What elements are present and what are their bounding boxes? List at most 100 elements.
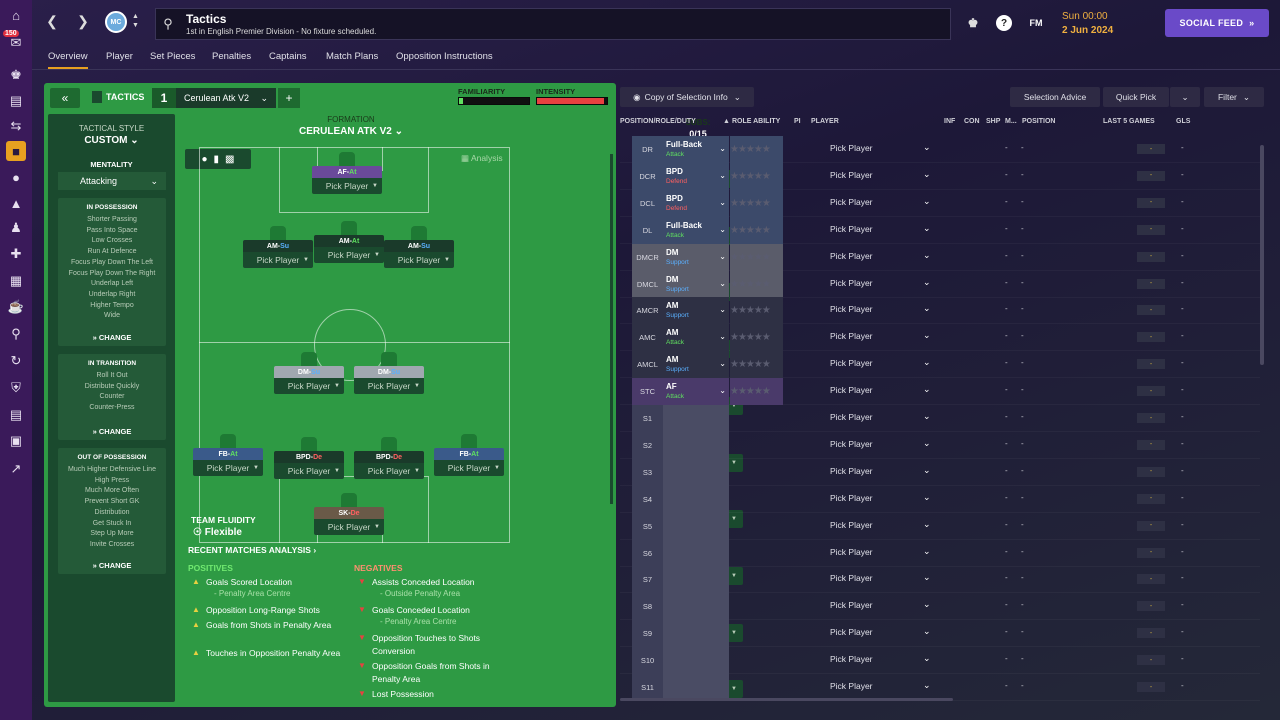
- table-row[interactable]: S10 Pick Player ⌄ - - - -: [620, 647, 1260, 675]
- player-shirt-icon[interactable]: [270, 226, 286, 242]
- formation-selector[interactable]: CERULEAN ATK V2 ⌄: [271, 126, 431, 137]
- pick-player-dropdown[interactable]: Pick Player: [830, 277, 873, 288]
- analysis-item[interactable]: Goals Conceded Location: [372, 605, 470, 615]
- slot-role[interactable]: FB - At: [434, 448, 504, 460]
- collapse-button[interactable]: «: [50, 88, 80, 108]
- tab-match-plans[interactable]: Match Plans: [326, 51, 379, 62]
- pick-player-dropdown[interactable]: Pick Player: [830, 412, 873, 422]
- chevron-down-icon[interactable]: ⌄: [923, 195, 931, 206]
- role-cell[interactable]: AM Attack ⌄: [663, 324, 729, 352]
- table-row[interactable]: S3 Pick Player ⌄ - - - -: [620, 458, 1260, 486]
- table-row[interactable]: DR Full-Back Attack ⌄ ★★★★★ Pick Player ⌄ - - - -: [620, 136, 1260, 163]
- tab-player[interactable]: Player: [106, 51, 133, 62]
- trend-icon[interactable]: ↗: [10, 461, 22, 476]
- role-cell[interactable]: AF Attack ⌄: [663, 378, 729, 406]
- col-last5[interactable]: LAST 5 GAMES: [1103, 118, 1155, 125]
- chevron-down-icon[interactable]: ⌄: [923, 330, 931, 341]
- formation-slot-fb[interactable]: FB - At Pick Player ▼: [193, 448, 263, 480]
- medical-icon[interactable]: ✚: [10, 246, 22, 261]
- trophy-icon[interactable]: ♚: [967, 16, 979, 30]
- pick-player-dropdown[interactable]: Pick Player: [830, 546, 873, 557]
- in-possession-change-button[interactable]: » CHANGE: [92, 333, 132, 342]
- tactics-icon[interactable]: ■: [6, 141, 26, 161]
- selection-advice-button[interactable]: Selection Advice: [1010, 87, 1100, 107]
- role-cell[interactable]: BPD Defend ⌄: [663, 162, 729, 190]
- role-cell[interactable]: DM Support ⌄: [663, 243, 729, 271]
- calendar-icon[interactable]: ▦: [9, 273, 23, 288]
- pick-player-dropdown[interactable]: Pick Player: [830, 250, 873, 261]
- club-info-icon[interactable]: ⛨: [11, 380, 21, 395]
- pick-player-dropdown[interactable]: Pick Player ▼: [434, 460, 504, 476]
- analysis-item[interactable]: Assists Conceded Location: [372, 577, 475, 587]
- chevron-down-icon[interactable]: ⌄: [923, 411, 931, 421]
- pick-player-dropdown[interactable]: Pick Player: [830, 681, 873, 691]
- chevron-down-icon[interactable]: ⌄: [923, 222, 931, 233]
- col-shp[interactable]: SHP: [986, 118, 1001, 125]
- table-row[interactable]: S5 Pick Player ⌄ - - - -: [620, 512, 1260, 540]
- add-tactic-button[interactable]: +: [278, 88, 300, 108]
- chevron-down-icon[interactable]: ⌄: [923, 303, 931, 314]
- pick-player-dropdown[interactable]: Pick Player ▼: [193, 460, 263, 476]
- analysis-item[interactable]: Touches in Opposition Penalty Area: [206, 648, 341, 658]
- tab-penalties[interactable]: Penalties: [212, 51, 252, 62]
- fm-menu[interactable]: FM: [1029, 18, 1043, 28]
- slot-role[interactable]: AM - Su: [243, 240, 313, 252]
- role-cell[interactable]: Full-Back Attack ⌄: [663, 136, 729, 163]
- pick-player-dropdown[interactable]: Pick Player ▼: [314, 519, 384, 535]
- copy-selection-info-button[interactable]: ◉ Copy of Selection Info ⌄: [620, 87, 754, 107]
- formation-slot-am[interactable]: AM - Su Pick Player ▼: [384, 240, 454, 272]
- data-hub-icon[interactable]: ▲: [9, 195, 23, 211]
- pick-player-dropdown[interactable]: Pick Player: [830, 438, 873, 449]
- table-scrollbar[interactable]: [1260, 145, 1264, 365]
- pick-player-dropdown[interactable]: Pick Player: [830, 331, 873, 342]
- table-hscrollbar[interactable]: [620, 698, 953, 701]
- chevron-down-icon[interactable]: ⌄: [923, 680, 931, 690]
- mentality-select[interactable]: Attacking ⌄: [58, 172, 166, 190]
- social-feed-button[interactable]: SOCIAL FEED »: [1165, 9, 1269, 37]
- analysis-item[interactable]: Opposition Long-Range Shots: [206, 605, 320, 615]
- slot-role[interactable]: DM - Su: [274, 366, 344, 378]
- chevron-down-icon[interactable]: ⌄: [923, 599, 931, 610]
- analysis-item[interactable]: Goals Scored Location: [206, 577, 292, 587]
- chevron-down-icon[interactable]: ⌄: [923, 384, 931, 395]
- table-row[interactable]: DMCR DM Support ⌄ ★★★★★ Pick Player ⌄ - - - -: [620, 243, 1260, 271]
- tab-opposition-instructions[interactable]: Opposition Instructions: [396, 51, 493, 62]
- clipboard-icon[interactable]: ▤: [9, 93, 23, 108]
- filter-button[interactable]: Filter ⌄: [1204, 87, 1264, 107]
- club-switch-icon[interactable]: ▲ ▼: [132, 13, 139, 29]
- club-badge-icon[interactable]: MC: [105, 11, 127, 33]
- role-cell[interactable]: Full-Back Attack ⌄: [663, 216, 729, 244]
- view-toggle[interactable]: ● ▮ ▩: [185, 149, 251, 169]
- col-pi[interactable]: PI: [794, 118, 801, 125]
- player-shirt-icon[interactable]: [301, 437, 317, 453]
- table-row[interactable]: AMC AM Attack ⌄ ★★★★★ Pick Player ⌄ - - - -: [620, 324, 1260, 352]
- squad-icon[interactable]: ♚: [10, 67, 22, 82]
- chevron-down-icon[interactable]: ⌄: [923, 572, 931, 583]
- formation-slot-bpd[interactable]: BPD - De Pick Player ▼: [354, 451, 424, 483]
- role-cell[interactable]: AM Support ⌄: [663, 297, 729, 325]
- pick-player-dropdown[interactable]: Pick Player ▼: [314, 247, 384, 263]
- formation-slot-am[interactable]: AM - At Pick Player ▼: [314, 235, 384, 267]
- in-transition-change-button[interactable]: » CHANGE: [92, 427, 132, 436]
- col-role-ability[interactable]: ROLE ABILITY: [732, 118, 781, 125]
- player-shirt-icon[interactable]: [381, 437, 397, 453]
- player-icon[interactable]: ●: [201, 153, 208, 165]
- notes-icon[interactable]: ▩: [225, 153, 235, 165]
- home-icon[interactable]: ⌂: [12, 7, 20, 23]
- col-player[interactable]: PLAYER: [811, 118, 839, 125]
- back-arrow-icon[interactable]: ❮: [46, 12, 58, 29]
- intensity-bar[interactable]: [536, 97, 608, 105]
- formation-slot-am[interactable]: AM - Su Pick Player ▼: [243, 240, 313, 272]
- pick-player-dropdown[interactable]: Pick Player ▼: [354, 463, 424, 479]
- table-row[interactable]: S8 Pick Player ⌄ - - - -: [620, 593, 1260, 621]
- player-shirt-icon[interactable]: [341, 221, 357, 237]
- role-cell[interactable]: AM Support ⌄: [663, 351, 729, 379]
- pick-player-dropdown[interactable]: Pick Player ▼: [354, 378, 424, 394]
- tactic-selector[interactable]: Cerulean Atk V2 ⌄: [176, 88, 276, 108]
- table-row[interactable]: S2 Pick Player ⌄ - - - -: [620, 431, 1260, 459]
- table-row[interactable]: S4 Pick Player ⌄ - - - -: [620, 485, 1260, 513]
- table-row[interactable]: AMCR AM Support ⌄ ★★★★★ Pick Player ⌄ - - - -: [620, 297, 1260, 325]
- slot-role[interactable]: DM - Su: [354, 366, 424, 378]
- slot-role[interactable]: FB - At: [193, 448, 263, 460]
- pick-player-dropdown[interactable]: Pick Player: [830, 492, 873, 503]
